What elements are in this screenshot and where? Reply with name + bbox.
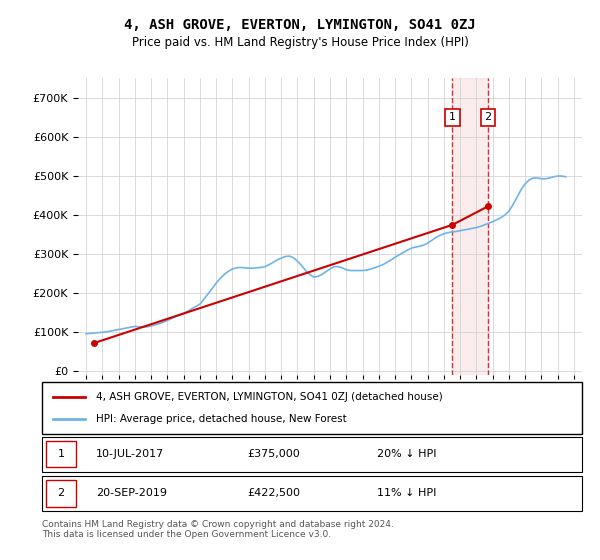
Text: 4, ASH GROVE, EVERTON, LYMINGTON, SO41 0ZJ (detached house): 4, ASH GROVE, EVERTON, LYMINGTON, SO41 0… — [96, 391, 443, 402]
Text: Contains HM Land Registry data © Crown copyright and database right 2024.
This d: Contains HM Land Registry data © Crown c… — [42, 520, 394, 539]
Text: £375,000: £375,000 — [247, 449, 300, 459]
Text: 11% ↓ HPI: 11% ↓ HPI — [377, 488, 436, 498]
Text: 20% ↓ HPI: 20% ↓ HPI — [377, 449, 436, 459]
Text: 2: 2 — [484, 113, 491, 123]
Text: 4, ASH GROVE, EVERTON, LYMINGTON, SO41 0ZJ: 4, ASH GROVE, EVERTON, LYMINGTON, SO41 0… — [124, 18, 476, 32]
Text: 20-SEP-2019: 20-SEP-2019 — [96, 488, 167, 498]
Bar — [452, 78, 488, 375]
Bar — [46, 441, 76, 468]
Text: Price paid vs. HM Land Registry's House Price Index (HPI): Price paid vs. HM Land Registry's House … — [131, 36, 469, 49]
Text: 2: 2 — [58, 488, 64, 498]
Text: 1: 1 — [449, 113, 456, 123]
Text: 1: 1 — [58, 449, 64, 459]
Text: HPI: Average price, detached house, New Forest: HPI: Average price, detached house, New … — [96, 414, 347, 424]
Text: 10-JUL-2017: 10-JUL-2017 — [96, 449, 164, 459]
Bar — [46, 480, 76, 507]
Text: £422,500: £422,500 — [247, 488, 300, 498]
